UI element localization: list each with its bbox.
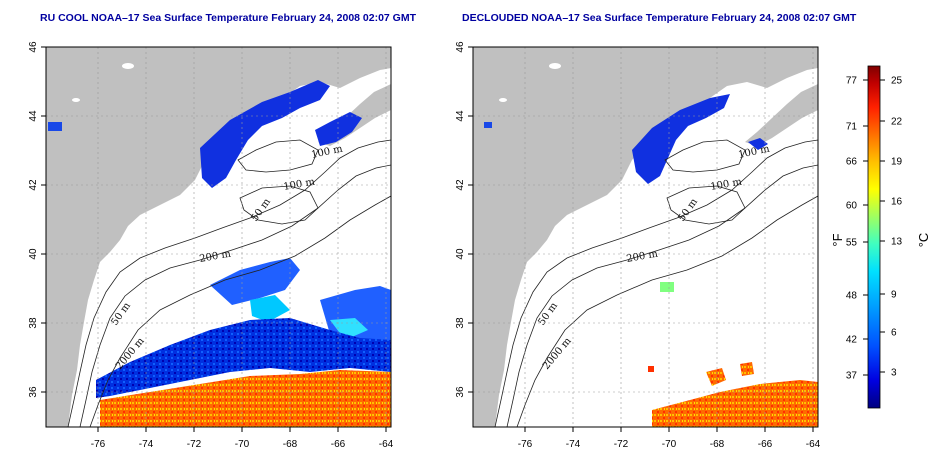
left-sst-cold-band — [96, 318, 391, 398]
colorbar-celsius-tick-label: 22 — [891, 117, 903, 128]
colorbar-gradient — [867, 65, 881, 409]
right-lake — [549, 63, 561, 69]
colorbar-fahrenheit-ticks: 77 71 66 60 55 48 42 37 — [846, 76, 868, 382]
colorbar-celsius-tick-label: 25 — [891, 76, 903, 87]
colorbar-celsius-tick-label: 13 — [891, 237, 903, 248]
colorbar-celsius-tick-label: 6 — [891, 328, 897, 339]
right-map-panel: 100 m 100 m 50 m 200 m 50 m 2000 m -76 -7… — [455, 41, 821, 450]
left-contour-200m — [79, 164, 391, 427]
colorbar-celsius-tick-label: 19 — [891, 157, 903, 168]
right-land — [473, 47, 818, 427]
left-sst-patch — [320, 286, 391, 346]
right-sst-gulf-of-maine — [632, 94, 730, 184]
right-lon-tick-label: -66 — [758, 439, 773, 450]
left-lon-tick-label: -72 — [187, 439, 202, 450]
right-contour-50m — [494, 139, 818, 427]
right-lon-tick-label: -64 — [806, 439, 821, 450]
colorbar-fahrenheit-unit: °F — [830, 233, 845, 246]
colorbar-celsius-ticks: 25 22 19 16 13 9 6 3 — [880, 76, 903, 379]
left-lon-tick-label: -68 — [283, 439, 298, 450]
colorbar-fahrenheit-tick-label: 71 — [846, 122, 858, 133]
left-sst-patch — [48, 122, 62, 131]
left-lon-tick-label: -74 — [139, 439, 154, 450]
left-lat-tick-label: 40 — [28, 248, 39, 260]
left-sst-patch — [250, 295, 290, 322]
colorbar-fahrenheit-tick-label: 55 — [846, 238, 858, 249]
left-lat-tick-label: 46 — [28, 41, 39, 53]
right-lat-tick-label: 46 — [455, 41, 466, 53]
left-lon-tick-label: -70 — [235, 439, 250, 450]
right-sst-patch — [740, 362, 754, 376]
right-lake — [499, 98, 507, 102]
left-lat-tick-label: 42 — [28, 179, 39, 191]
left-lon-axis: -76 -74 -72 -70 -68 -66 -64 — [91, 427, 394, 450]
left-contour-gom — [237, 139, 319, 173]
left-lake — [72, 98, 80, 102]
colorbar-celsius-unit: °C — [916, 233, 931, 248]
colorbar-fahrenheit-tick-label: 77 — [846, 76, 858, 87]
right-lon-axis: -76 -74 -72 -70 -68 -66 -64 — [518, 427, 821, 450]
colorbar-fahrenheit-tick-label: 60 — [846, 201, 858, 212]
colorbar: 77 71 66 60 55 48 42 37 25 22 19 16 13 9 6 3 °F °C — [830, 65, 931, 409]
right-sst-patch — [706, 368, 726, 386]
left-lake — [122, 63, 134, 69]
right-panel-title: DECLOUDED NOAA–17 Sea Surface Temperatur… — [462, 12, 857, 24]
right-lon-tick-label: -74 — [566, 439, 581, 450]
left-map-panel: 100 m 100 m 50 m 200 m 50 m 2000 m -76 -7… — [28, 41, 394, 450]
colorbar-celsius-tick-label: 16 — [891, 197, 903, 208]
right-lon-tick-label: -76 — [518, 439, 533, 450]
right-lon-tick-label: -70 — [662, 439, 677, 450]
left-lat-axis: 36 38 40 42 44 46 — [28, 41, 46, 398]
left-contour-georges — [239, 185, 319, 225]
right-sst-patch — [660, 282, 674, 292]
left-sst-gulf-of-maine — [200, 80, 330, 188]
left-map-frame — [45, 46, 392, 428]
left-sst-warm-area — [100, 370, 391, 427]
left-lat-tick-label: 44 — [28, 110, 39, 122]
left-panel-title: RU COOL NOAA–17 Sea Surface Temperature … — [40, 12, 417, 24]
right-lat-tick-label: 42 — [455, 179, 466, 191]
left-sst-patch — [330, 318, 368, 340]
right-lon-tick-label: -72 — [614, 439, 629, 450]
right-lat-tick-label: 40 — [455, 248, 466, 260]
right-contour-gom — [664, 139, 746, 173]
left-lat-tick-label: 38 — [28, 317, 39, 329]
left-contour-50m — [67, 139, 391, 427]
right-lon-tick-label: -68 — [710, 439, 725, 450]
right-lat-tick-label: 38 — [455, 317, 466, 329]
left-sst-patch — [210, 258, 300, 305]
left-contour-2000m — [89, 195, 391, 427]
colorbar-fahrenheit-tick-label: 66 — [846, 157, 858, 168]
right-contour-200m — [506, 164, 818, 427]
colorbar-fahrenheit-tick-label: 37 — [846, 371, 858, 382]
right-contour-georges — [666, 185, 746, 225]
right-lat-axis: 36 38 40 42 44 46 — [455, 41, 473, 398]
right-sst-patch — [484, 122, 492, 128]
left-lon-tick-label: -66 — [331, 439, 346, 450]
colorbar-fahrenheit-tick-label: 48 — [846, 291, 858, 302]
left-land — [46, 47, 391, 427]
colorbar-celsius-tick-label: 9 — [891, 290, 897, 301]
colorbar-fahrenheit-tick-label: 42 — [846, 335, 858, 346]
right-lat-tick-label: 44 — [455, 110, 466, 122]
right-sst-patch — [648, 366, 654, 372]
left-sst-fundy — [315, 112, 362, 146]
right-map-frame — [472, 46, 819, 428]
colorbar-celsius-tick-label: 3 — [891, 368, 897, 379]
left-lon-tick-label: -76 — [91, 439, 106, 450]
right-land-nova-scotia — [745, 84, 818, 146]
right-sst-warm-area — [652, 380, 818, 427]
right-contour-2000m — [516, 195, 818, 427]
left-lat-tick-label: 36 — [28, 386, 39, 398]
right-sst-fundy — [748, 138, 768, 150]
right-lat-tick-label: 36 — [455, 386, 466, 398]
left-lon-tick-label: -64 — [379, 439, 394, 450]
